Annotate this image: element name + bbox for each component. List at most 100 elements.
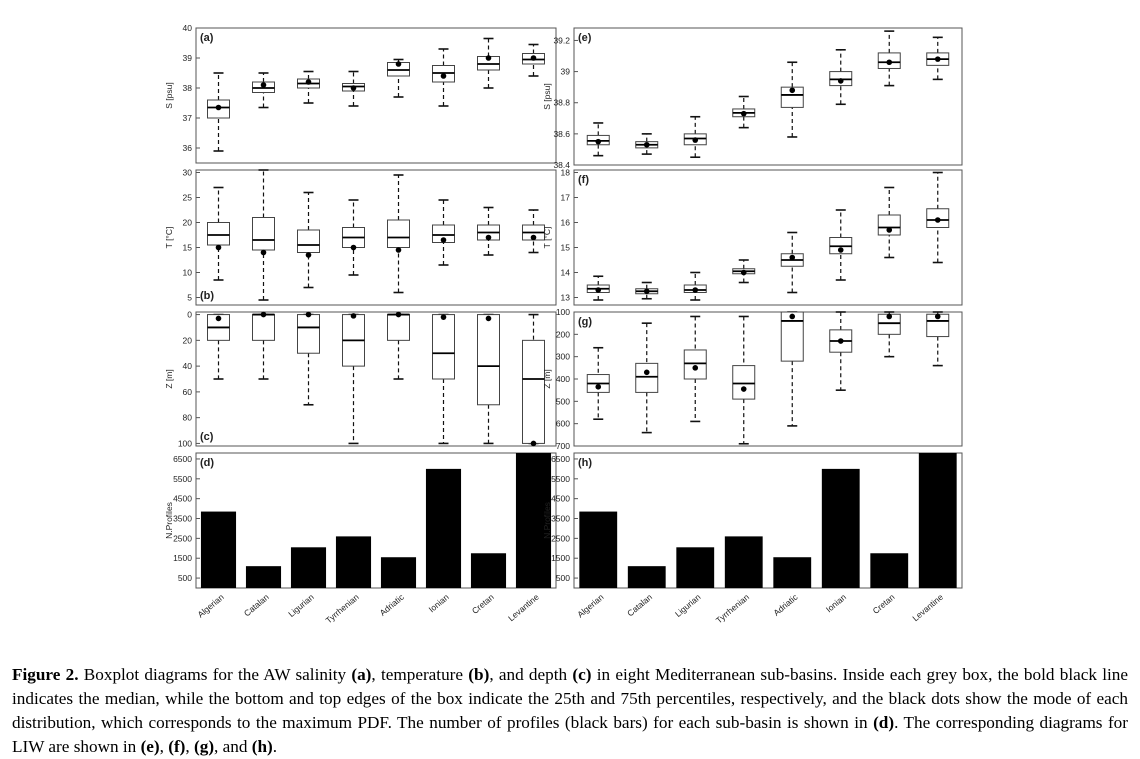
- box-iqr: [732, 365, 756, 400]
- panel-frame: [195, 169, 557, 306]
- mode-dot: [789, 87, 796, 94]
- box-algerian: [207, 186, 230, 281]
- y-tick-label: 40: [183, 23, 193, 33]
- box-ionian: [829, 311, 853, 391]
- panel-label: (g): [578, 316, 592, 328]
- box-adriatic: [387, 311, 410, 380]
- y-tick-label: 20: [183, 218, 193, 228]
- y-tick-label: 25: [183, 193, 193, 203]
- x-tick-label: Cretan: [470, 592, 496, 616]
- y-tick-label: 1500: [551, 553, 570, 563]
- caption-text: , temperature: [371, 665, 469, 685]
- y-axis-label: S [psu]: [542, 83, 552, 109]
- caption-text: ,: [159, 737, 169, 757]
- y-axis-label: Z [m]: [164, 369, 174, 388]
- panel-c: 0 20 40 60 80 100 Z [m] (c): [164, 310, 557, 448]
- y-tick-label: 500: [556, 573, 570, 583]
- y-tick-label: 500: [178, 573, 192, 583]
- mode-dot: [440, 73, 447, 79]
- box-tyrrhenian: [342, 70, 365, 107]
- mode-dot: [692, 287, 699, 293]
- y-tick-label: 15: [561, 243, 571, 253]
- y-axis-label: S [psu]: [164, 82, 174, 108]
- y-tick-label: 6500: [551, 454, 570, 464]
- panel-frame: [573, 311, 963, 447]
- mode-dot: [886, 227, 893, 233]
- box-iqr: [387, 314, 410, 341]
- caption-text: Boxplot diagrams for the AW salinity: [78, 665, 352, 685]
- panel-d: 500 1500 2500 3500 4500 5500 6500 N.Profiles (d)…: [164, 452, 557, 626]
- y-tick-label: 6500: [173, 454, 192, 464]
- figure-caption: Figure 2. Boxplot diagrams for the AW sa…: [12, 663, 1128, 759]
- mode-dot: [643, 141, 650, 148]
- y-axis-label: N.Profiles: [164, 502, 174, 539]
- box-catalan: [252, 311, 275, 380]
- box-iqr: [477, 314, 500, 406]
- mode-dot: [260, 82, 267, 88]
- y-tick-label: 0: [187, 310, 192, 320]
- box-iqr: [635, 362, 659, 393]
- x-tick-label: Tyrrhenian: [324, 592, 361, 626]
- mode-dot: [350, 313, 357, 319]
- box-iqr: [297, 314, 320, 354]
- mode-dot: [837, 78, 844, 84]
- box-ionian: [432, 313, 455, 445]
- bar-ligurian: [676, 547, 715, 588]
- box-iqr: [780, 86, 804, 108]
- panel-e: 38.4 38.6 38.8 39 39.2 S [psu] (e): [542, 27, 963, 170]
- caption-text: .: [272, 737, 278, 757]
- y-axis-label: T [°C]: [164, 227, 174, 249]
- y-tick-label: 4500: [551, 494, 570, 504]
- panel-label: (b): [200, 290, 214, 302]
- y-tick-label: 2500: [173, 533, 192, 543]
- caption-panel-ref: (c): [572, 665, 592, 685]
- box-ionian: [829, 48, 853, 106]
- y-tick-label: 3500: [173, 514, 192, 524]
- mode-dot: [260, 249, 267, 256]
- panel-g: 100 200 300 400 500 600 700 Z [m] (g): [542, 307, 963, 451]
- box-iqr: [877, 214, 901, 236]
- mode-dot: [305, 252, 312, 258]
- box-ionian: [432, 199, 455, 266]
- caption-panel-ref: (h): [251, 737, 273, 757]
- mode-dot: [530, 234, 537, 241]
- box-iqr: [432, 314, 455, 380]
- mode-dot: [485, 55, 492, 61]
- box-cretan: [477, 37, 500, 89]
- x-tick-label: Levantine: [910, 592, 945, 624]
- panel-label: (a): [200, 32, 214, 44]
- y-tick-label: 14: [561, 268, 571, 278]
- panel-frame: [195, 27, 557, 164]
- x-tick-label: Tyrrhenian: [714, 592, 751, 626]
- panel-label: (c): [200, 431, 214, 443]
- caption-panel-ref: (a): [351, 665, 372, 685]
- y-tick-label: 300: [556, 352, 570, 362]
- mode-dot: [215, 244, 222, 251]
- box-ligurian: [683, 115, 707, 159]
- y-tick-label: 39: [183, 53, 193, 63]
- box-catalan: [252, 72, 275, 109]
- y-tick-label: 39.2: [553, 35, 570, 45]
- mode-dot: [215, 315, 222, 322]
- caption-prefix: Figure 2.: [12, 665, 79, 685]
- box-levantine: [926, 311, 950, 367]
- panel-label: (h): [578, 457, 592, 469]
- y-tick-label: 36: [183, 143, 193, 153]
- y-tick-label: 3500: [551, 514, 570, 524]
- box-iqr: [207, 222, 230, 246]
- box-adriatic: [780, 61, 804, 138]
- panel-a: 36 37 38 39 40 S [psu] (a): [164, 23, 557, 164]
- y-tick-label: 80: [183, 413, 193, 423]
- mode-dot: [886, 313, 893, 320]
- bar-adriatic: [773, 557, 812, 588]
- box-ligurian: [297, 311, 320, 406]
- mode-dot: [350, 244, 357, 251]
- y-tick-label: 400: [556, 374, 570, 384]
- box-catalan: [635, 322, 659, 434]
- x-tick-label: Catalan: [625, 592, 654, 619]
- box-algerian: [586, 122, 610, 157]
- y-tick-label: 30: [183, 168, 193, 178]
- y-tick-label: 100: [178, 438, 192, 448]
- y-tick-label: 5500: [551, 474, 570, 484]
- bar-cretan: [470, 553, 507, 588]
